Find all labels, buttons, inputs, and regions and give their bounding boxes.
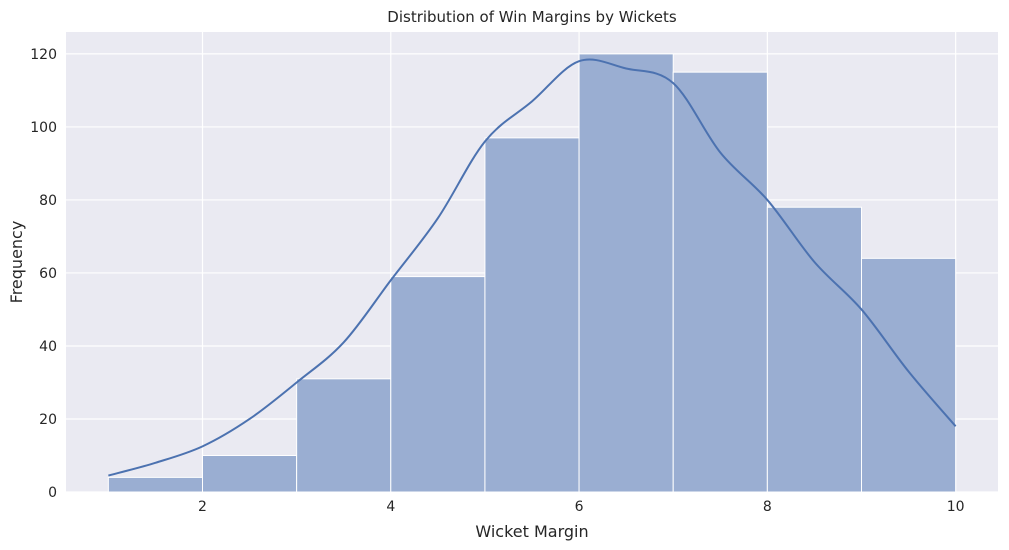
histogram-bar bbox=[202, 454, 298, 493]
y-tick-label: 80 bbox=[39, 193, 57, 209]
kde-curve bbox=[108, 58, 957, 477]
histogram-bar bbox=[672, 71, 768, 493]
histogram-bar bbox=[766, 206, 862, 493]
y-tick-label: 40 bbox=[39, 339, 57, 355]
histogram-bar bbox=[296, 378, 392, 493]
x-tick-label: 6 bbox=[575, 499, 584, 515]
y-tick-label: 120 bbox=[30, 47, 57, 63]
histogram-bar bbox=[484, 137, 580, 493]
x-tick-label: 8 bbox=[763, 499, 772, 515]
histogram-bars bbox=[107, 53, 957, 493]
chart-title: Distribution of Win Margins by Wickets bbox=[387, 8, 677, 26]
y-tick-label: 100 bbox=[30, 120, 57, 136]
x-tick-label: 10 bbox=[947, 499, 965, 515]
y-tick-label: 0 bbox=[48, 485, 57, 501]
histogram-bar bbox=[107, 476, 204, 493]
y-tick-labels: 0 20 40 60 80 100 120 bbox=[30, 47, 57, 501]
y-axis-label: Frequency bbox=[7, 221, 26, 304]
histogram-bar bbox=[860, 257, 957, 493]
x-tick-label: 4 bbox=[386, 499, 395, 515]
x-tick-labels: 2 4 6 8 10 bbox=[198, 499, 965, 515]
histogram-bar bbox=[578, 53, 674, 493]
x-axis-label: Wicket Margin bbox=[475, 522, 588, 541]
y-tick-label: 20 bbox=[39, 412, 57, 428]
x-tick-label: 2 bbox=[198, 499, 207, 515]
y-tick-label: 60 bbox=[39, 266, 57, 282]
histogram-bar bbox=[390, 276, 486, 493]
